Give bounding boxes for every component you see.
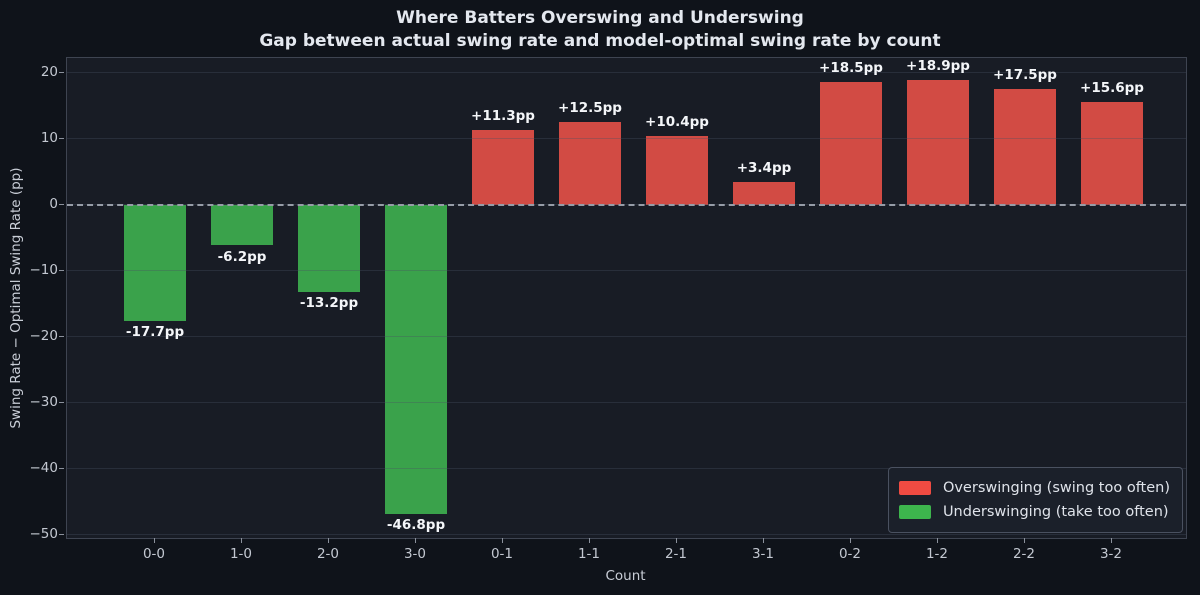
x-tick-mark <box>502 538 503 543</box>
legend: Overswinging (swing too often) Underswin… <box>887 467 1183 533</box>
chart-title: Where Batters Overswing and Underswing <box>396 8 804 28</box>
legend-label-overswing: Overswinging (swing too often) <box>942 480 1170 496</box>
y-tick-mark <box>59 269 64 271</box>
x-tick-mark <box>763 538 764 543</box>
y-tick-label: −30 <box>29 393 59 410</box>
bar-value-label: +12.5pp <box>558 100 622 117</box>
underswing-swatch-icon <box>898 505 931 519</box>
x-tick-mark <box>154 538 155 543</box>
y-tick-label: 10 <box>40 129 58 146</box>
x-tick-label: 0-0 <box>142 546 166 562</box>
x-tick-mark <box>1111 538 1112 543</box>
y-tick-label: 0 <box>49 195 58 212</box>
bar <box>646 135 708 205</box>
bar-value-label: +15.6pp <box>1080 79 1144 96</box>
y-tick-label: −40 <box>29 459 59 476</box>
x-axis-label: Count <box>605 568 646 584</box>
x-tick-label: 3-0 <box>403 546 427 562</box>
x-tick-mark <box>328 538 329 543</box>
bar <box>733 182 795 205</box>
x-tick-label: 1-1 <box>577 546 601 562</box>
bar <box>124 204 186 322</box>
plot-area: -17.7pp -6.2pp -13.2pp -46.8pp +11.3pp +12.5p… <box>66 57 1187 539</box>
bar-value-label: -6.2pp <box>217 248 267 265</box>
x-tick-mark <box>937 538 938 543</box>
x-tick-mark <box>415 538 416 543</box>
bar-value-label: +18.9pp <box>906 57 970 74</box>
x-tick-label: 0-1 <box>490 546 514 562</box>
bar-value-label: -13.2pp <box>299 294 359 311</box>
gridline <box>67 468 1186 470</box>
bar-value-label: +17.5pp <box>993 67 1057 84</box>
x-tick-label: 2-0 <box>316 546 340 562</box>
bar <box>820 82 882 205</box>
chart-subtitle: Gap between actual swing rate and model-… <box>259 31 941 51</box>
gridline <box>67 72 1186 74</box>
zero-baseline <box>67 203 1186 206</box>
x-tick-mark <box>241 538 242 543</box>
y-tick-mark <box>59 71 64 73</box>
y-tick-mark <box>59 335 64 337</box>
x-tick-label: 3-1 <box>751 546 775 562</box>
x-tick-label: 2-2 <box>1012 546 1036 562</box>
x-tick-label: 3-2 <box>1099 546 1123 562</box>
gridline <box>67 336 1186 338</box>
x-tick-label: 2-1 <box>664 546 688 562</box>
bar <box>994 89 1056 205</box>
bar-value-label: +10.4pp <box>645 113 709 130</box>
legend-label-underswing: Underswinging (take too often) <box>942 504 1169 520</box>
y-tick-label: 20 <box>40 63 58 80</box>
bar <box>298 204 360 292</box>
gridline <box>67 270 1186 272</box>
y-tick-label: −10 <box>29 261 59 278</box>
bar <box>385 204 447 514</box>
y-tick-label: −50 <box>29 525 59 542</box>
x-tick-mark <box>1024 538 1025 543</box>
overswing-swatch-icon <box>898 481 931 495</box>
bar <box>211 204 273 246</box>
bar-value-label: -17.7pp <box>125 324 185 341</box>
legend-entry-underswing: Underswinging (take too often) <box>898 500 1170 524</box>
x-tick-mark <box>676 538 677 543</box>
bar-value-label: +3.4pp <box>736 160 792 177</box>
bar-value-label: -46.8pp <box>386 516 446 533</box>
bar-value-label: +11.3pp <box>471 107 535 124</box>
bar <box>1081 101 1143 205</box>
y-tick-mark <box>59 467 64 469</box>
bar <box>472 129 534 205</box>
y-tick-mark <box>59 137 64 139</box>
gridline <box>67 534 1186 536</box>
gridline <box>67 138 1186 140</box>
x-tick-mark <box>850 538 851 543</box>
x-tick-mark <box>589 538 590 543</box>
y-tick-mark <box>59 533 64 535</box>
legend-entry-overswing: Overswinging (swing too often) <box>898 476 1170 500</box>
y-tick-label: −20 <box>29 327 59 344</box>
bar-value-label: +18.5pp <box>819 60 883 77</box>
bar <box>907 79 969 205</box>
y-tick-mark <box>59 203 64 205</box>
x-tick-label: 1-2 <box>925 546 949 562</box>
gridline <box>67 402 1186 404</box>
x-tick-label: 0-2 <box>838 546 862 562</box>
bar <box>559 122 621 205</box>
x-tick-label: 1-0 <box>229 546 253 562</box>
y-tick-mark <box>59 401 64 403</box>
